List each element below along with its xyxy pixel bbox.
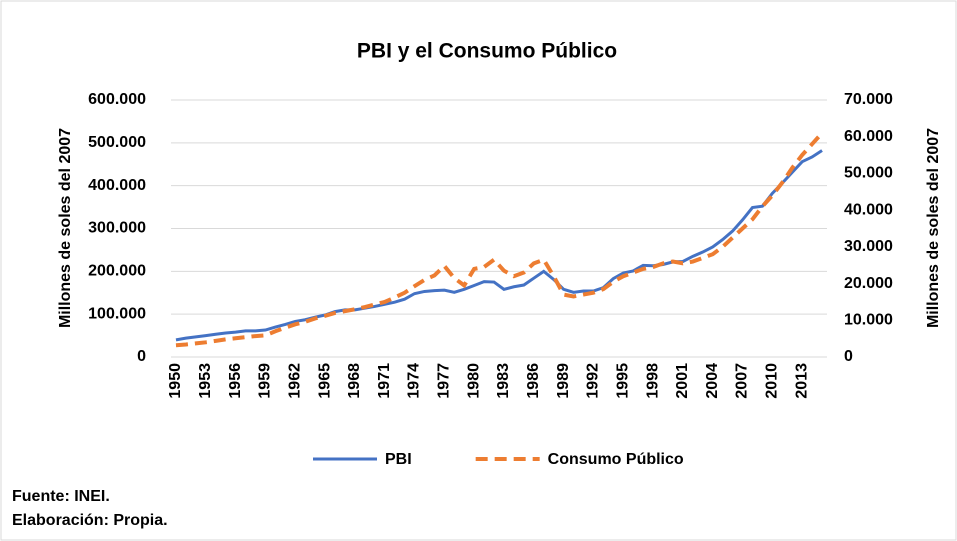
- series-line: [175, 149, 823, 342]
- footnote: Elaboración: Propia.: [12, 512, 168, 529]
- x-tick-label: 2010: [764, 363, 781, 399]
- x-tick-label: 1983: [495, 363, 512, 399]
- x-tick-label: 1950: [167, 363, 184, 399]
- y2-tick-label: 70.000: [844, 91, 893, 108]
- x-tick-label: 1953: [197, 363, 214, 399]
- y2-tick-label: 60.000: [844, 128, 893, 145]
- x-tick-label: 1989: [555, 363, 572, 399]
- y-tick-label: 500.000: [88, 134, 146, 151]
- x-tick-label: 1995: [614, 363, 631, 399]
- y2-tick-label: 10.000: [844, 312, 893, 329]
- x-tick-label: 1974: [406, 363, 423, 399]
- x-tick-label: 2001: [674, 363, 691, 399]
- x-tick-label: 1959: [257, 363, 274, 399]
- y2-tick-label: 0: [844, 348, 853, 365]
- y2-tick-label: 50.000: [844, 165, 893, 182]
- x-tick-label: 2013: [793, 363, 810, 399]
- legend-label: PBI: [385, 451, 412, 468]
- y-tick-label: 100.000: [88, 305, 146, 322]
- y2-tick-label: 20.000: [844, 275, 893, 292]
- x-tick-label: 1968: [346, 363, 363, 399]
- legend-label: Consumo Público: [548, 451, 684, 468]
- y2-axis-label: Millones de soles del 2007: [925, 128, 942, 328]
- chart-title: PBI y el Consumo Público: [357, 40, 617, 63]
- x-tick-label: 1971: [376, 363, 393, 399]
- x-tick-label: 1992: [585, 363, 602, 399]
- series-line: [175, 131, 824, 348]
- x-tick-label: 2004: [704, 363, 721, 399]
- y2-tick-label: 30.000: [844, 238, 893, 255]
- y-tick-label: 200.000: [88, 263, 146, 280]
- y-tick-label: 400.000: [88, 177, 146, 194]
- x-tick-label: 1965: [316, 363, 333, 399]
- y-tick-label: 600.000: [88, 91, 146, 108]
- y2-tick-label: 40.000: [844, 201, 893, 218]
- x-tick-label: 1998: [644, 363, 661, 399]
- x-tick-label: 1980: [465, 363, 482, 399]
- x-tick-label: 1956: [227, 363, 244, 399]
- x-tick-label: 1986: [525, 363, 542, 399]
- x-tick-label: 2007: [734, 363, 751, 399]
- y-tick-label: 0: [137, 348, 146, 365]
- y-axis-label: Millones de soles del 2007: [57, 128, 74, 328]
- x-tick-label: 1962: [286, 363, 303, 399]
- y-tick-label: 300.000: [88, 220, 146, 237]
- footnote: Fuente: INEI.: [12, 488, 110, 505]
- x-tick-label: 1977: [436, 363, 453, 399]
